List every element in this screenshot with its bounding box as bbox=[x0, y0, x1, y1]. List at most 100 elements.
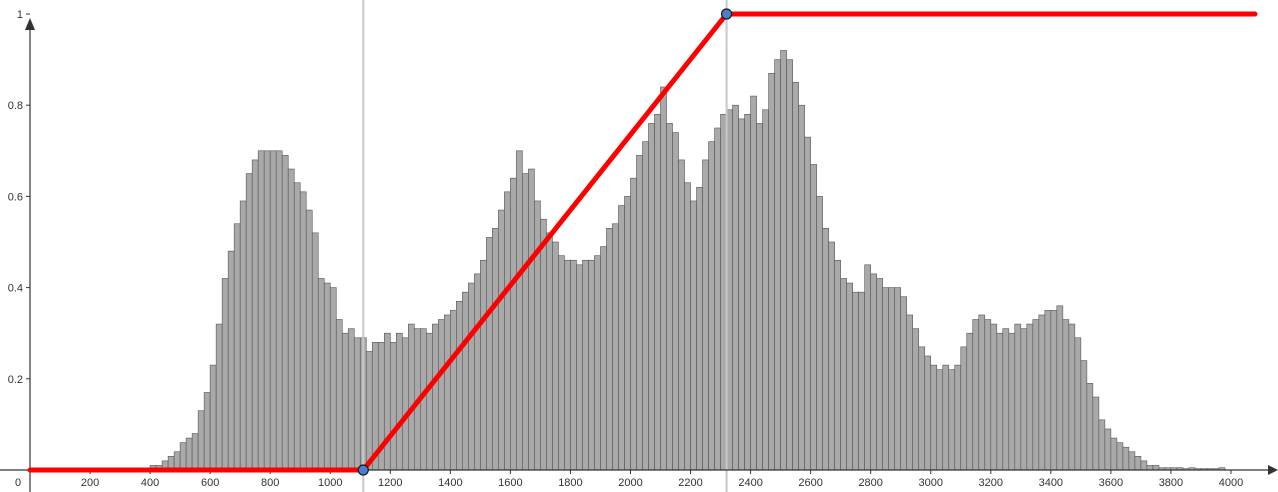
histogram-bar bbox=[654, 114, 661, 471]
histogram-bar bbox=[738, 118, 745, 471]
histogram-bar bbox=[438, 319, 445, 471]
histogram-bar bbox=[383, 332, 391, 471]
x-tick-label: 1000 bbox=[318, 477, 342, 489]
histogram-bar bbox=[245, 173, 253, 471]
histogram-bar bbox=[492, 228, 499, 471]
histogram-bar bbox=[504, 191, 511, 471]
histogram-bar bbox=[540, 218, 547, 471]
histogram-bar bbox=[564, 259, 571, 471]
histogram-bar bbox=[708, 141, 715, 471]
y-axis-ticks: 0.2 0.4 0.6 0.8 1 bbox=[8, 9, 30, 386]
y-tick-label: 0.8 bbox=[8, 100, 23, 112]
x-tick-label: 3400 bbox=[1039, 477, 1063, 489]
histogram-bar bbox=[522, 173, 529, 471]
x-tick-label: 2800 bbox=[858, 477, 882, 489]
x-tick-label: 4000 bbox=[1219, 477, 1243, 489]
histogram-bar bbox=[173, 451, 181, 471]
histogram-bar bbox=[756, 123, 763, 471]
histogram-bar bbox=[684, 182, 691, 471]
histogram-bar bbox=[408, 323, 415, 471]
histogram-bar bbox=[606, 228, 613, 471]
y-tick-label: 0.6 bbox=[8, 191, 23, 203]
histogram-bar bbox=[588, 259, 595, 471]
x-tick-label: 2600 bbox=[798, 477, 822, 489]
histogram-bar bbox=[996, 332, 1004, 471]
histogram-bar bbox=[462, 291, 469, 471]
histogram-bar bbox=[1020, 328, 1028, 471]
histogram-bar bbox=[215, 323, 223, 471]
histogram-bar bbox=[1038, 314, 1046, 471]
histogram-bar bbox=[498, 209, 505, 471]
histogram-bar bbox=[696, 186, 703, 471]
x-tick-label: 1400 bbox=[438, 477, 462, 489]
piecewise-line bbox=[27, 11, 1258, 473]
histogram-bar bbox=[906, 314, 914, 471]
x-tick-label: 600 bbox=[201, 477, 219, 489]
histogram-bar bbox=[960, 346, 968, 471]
x-axis-arrow bbox=[1268, 465, 1278, 475]
histogram-bar bbox=[798, 104, 805, 471]
control-point[interactable] bbox=[720, 8, 733, 20]
histogram-bar bbox=[852, 291, 859, 471]
histogram-bar bbox=[389, 342, 397, 471]
x-tick-label: 2200 bbox=[678, 477, 702, 489]
series-line bbox=[27, 11, 1258, 473]
histogram-bar bbox=[341, 332, 349, 471]
histogram-bar bbox=[810, 164, 817, 471]
histogram-bar bbox=[762, 109, 769, 471]
histogram-bar bbox=[990, 323, 998, 471]
histogram-bar bbox=[822, 228, 829, 471]
histogram-bar bbox=[444, 314, 451, 471]
histogram-bar bbox=[624, 196, 631, 471]
histogram-bar bbox=[954, 364, 962, 471]
histogram-bar bbox=[269, 150, 277, 471]
histogram-bar bbox=[1128, 451, 1136, 471]
histogram-bar bbox=[1122, 446, 1130, 471]
histogram-bar bbox=[600, 246, 607, 471]
histogram-bar bbox=[293, 182, 301, 471]
histogram-bar bbox=[209, 364, 217, 471]
histogram-bar bbox=[239, 200, 247, 471]
histogram-bar bbox=[1026, 323, 1034, 471]
histogram-bar bbox=[1116, 442, 1124, 471]
histogram-bar bbox=[648, 123, 655, 471]
histogram-bar bbox=[816, 196, 823, 471]
histogram-bar bbox=[1056, 305, 1064, 471]
histogram-bar bbox=[1146, 465, 1154, 471]
histogram-bar bbox=[1068, 323, 1076, 471]
histogram-bar bbox=[594, 255, 601, 471]
histogram-bar bbox=[660, 86, 667, 471]
histogram-bar bbox=[275, 150, 283, 471]
control-points bbox=[357, 8, 733, 476]
histogram-bar bbox=[870, 273, 877, 471]
histogram-bar bbox=[1044, 310, 1052, 471]
histogram-bar bbox=[1152, 465, 1160, 471]
histogram-bar bbox=[858, 291, 865, 471]
histogram-bar bbox=[804, 136, 811, 471]
histogram-bar bbox=[924, 355, 932, 471]
histogram-bar bbox=[510, 177, 517, 471]
y-tick-label: 1 bbox=[17, 9, 23, 21]
histogram-bar bbox=[1032, 319, 1040, 471]
histogram-bar bbox=[299, 191, 307, 471]
histogram-bars bbox=[149, 50, 1226, 471]
histogram-bar bbox=[456, 300, 463, 471]
x-tick-label: 3800 bbox=[1159, 477, 1183, 489]
histogram-bar bbox=[750, 95, 757, 471]
histogram-bar bbox=[227, 250, 235, 471]
histogram-bar bbox=[732, 104, 739, 471]
control-point[interactable] bbox=[357, 464, 369, 476]
histogram-bar bbox=[792, 82, 799, 471]
histogram-bar bbox=[768, 72, 775, 471]
histogram-bar bbox=[882, 287, 890, 471]
histogram-bar bbox=[582, 259, 589, 471]
histogram-bar bbox=[1074, 337, 1082, 471]
histogram-bar bbox=[690, 200, 697, 471]
histogram-bar bbox=[353, 337, 361, 471]
histogram-bar bbox=[570, 259, 577, 471]
histogram-bar bbox=[1104, 428, 1112, 471]
histogram-bar bbox=[1092, 396, 1100, 471]
histogram-bar bbox=[1110, 437, 1118, 471]
histogram-bar bbox=[1140, 460, 1148, 471]
histogram-bar bbox=[678, 159, 685, 471]
